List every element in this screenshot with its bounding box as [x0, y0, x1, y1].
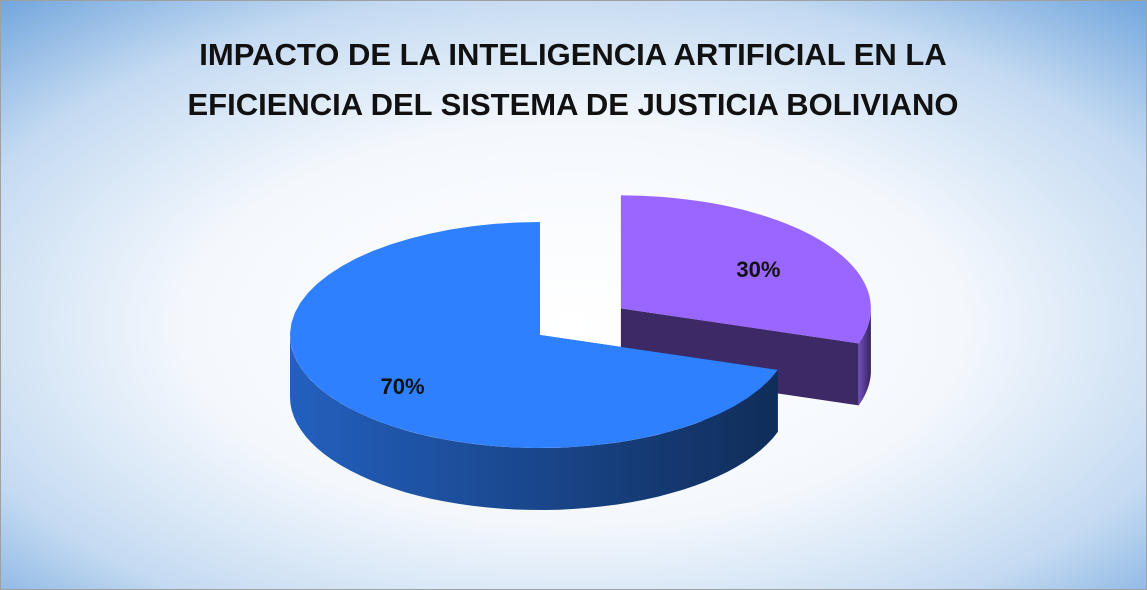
slice-wall	[290, 335, 778, 510]
slice	[290, 222, 778, 448]
data-label: 30%	[736, 257, 780, 282]
chart-title: EFICIENCIA DEL SISTEMA DE JUSTICIA BOLIV…	[187, 87, 958, 122]
data-label: 70%	[380, 374, 424, 399]
pie: 30% 70%	[290, 195, 871, 510]
chart-title: IMPACTO DE LA INTELIGENCIA ARTIFICIAL EN…	[199, 37, 946, 72]
slice	[620, 195, 871, 344]
slice-side	[620, 308, 859, 406]
slice-wall	[858, 308, 871, 406]
